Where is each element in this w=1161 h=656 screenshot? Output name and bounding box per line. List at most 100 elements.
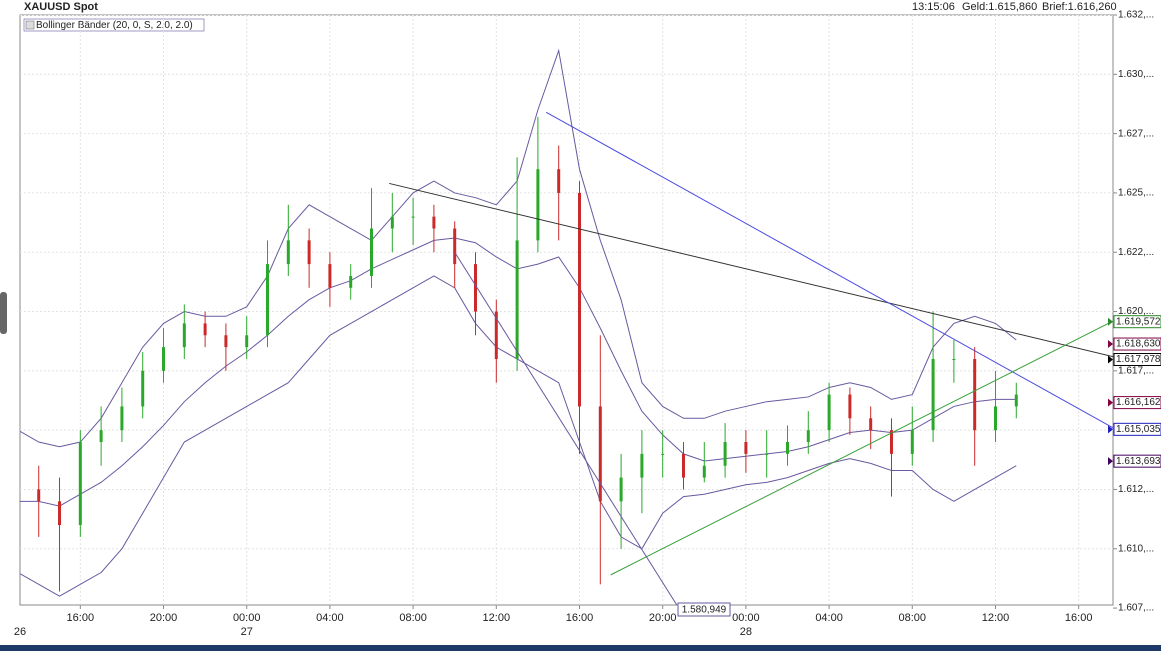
y-tick-label: 1.627,... <box>1118 128 1154 139</box>
price-marker-arrow <box>1108 355 1113 364</box>
trend-line <box>545 111 1113 429</box>
bar-body <box>993 406 997 431</box>
x-tick-label: 00:00 <box>732 612 760 624</box>
bar-body <box>577 192 581 407</box>
x-tick-label: 12:00 <box>982 612 1010 624</box>
bar-body <box>224 335 228 348</box>
bar-body <box>557 169 561 193</box>
date-label: 28 <box>740 626 752 638</box>
bar-body <box>889 430 893 454</box>
bar-body <box>494 311 498 359</box>
y-tick-label: 1.622,... <box>1118 247 1154 258</box>
date-label: 27 <box>241 626 253 638</box>
trend-line <box>389 182 1113 358</box>
bar-body <box>910 430 914 454</box>
x-tick-label: 16:00 <box>1065 612 1093 624</box>
price-marker-label: 1.616,162 <box>1116 397 1161 408</box>
bar-body <box>765 453 769 455</box>
price-marker <box>1113 422 1161 436</box>
trend-label: 1.580,949 <box>682 605 727 616</box>
clock: 13:15:06 <box>912 1 955 13</box>
side-handle[interactable] <box>0 292 7 334</box>
price-marker-arrow <box>1108 457 1113 466</box>
x-tick-label: 00:00 <box>233 612 261 624</box>
y-tick-label: 1.632,... <box>1118 10 1154 21</box>
indicator-close[interactable] <box>25 20 35 30</box>
bar-body <box>266 264 270 336</box>
bar-body <box>432 216 436 229</box>
bar-body <box>848 394 852 419</box>
plot-layer <box>20 15 1113 605</box>
price-marker-arrow <box>1108 425 1113 434</box>
bar-body <box>536 169 540 241</box>
bar-body <box>328 264 332 288</box>
bar-body <box>661 453 665 455</box>
price-marker-arrow <box>1108 317 1113 326</box>
bar-body <box>286 240 290 265</box>
bar-body <box>411 216 415 218</box>
bid-price: Geld:1.615,860 <box>962 1 1037 13</box>
indicator-box[interactable] <box>23 18 205 32</box>
scroll-bar[interactable] <box>0 645 1161 651</box>
x-tick-label: 08:00 <box>899 612 927 624</box>
bar-body <box>120 406 124 431</box>
bar-body <box>349 275 353 288</box>
bar-body <box>307 240 311 265</box>
y-tick-label: 1.630,... <box>1118 69 1154 80</box>
bar-body <box>58 501 62 526</box>
price-marker-label: 1.619,572 <box>1116 316 1161 327</box>
bar-body <box>723 442 727 466</box>
price-marker <box>1113 353 1161 367</box>
plot-frame <box>19 14 1114 606</box>
x-tick-label: 04:00 <box>316 612 344 624</box>
bar-body <box>78 442 82 526</box>
bar-body <box>640 453 644 478</box>
bar-body <box>744 442 748 454</box>
trend-line <box>610 320 1113 576</box>
bar-body <box>453 228 457 265</box>
bar-body <box>245 335 249 348</box>
bar-body <box>827 394 831 431</box>
y-tick-label: 1.617,... <box>1118 365 1154 376</box>
bar-body <box>973 358 977 431</box>
price-marker <box>1113 396 1161 410</box>
bar-body <box>681 453 685 478</box>
trend-line <box>454 251 678 605</box>
bar-body <box>515 240 519 359</box>
price-marker <box>1113 454 1161 468</box>
bar-body <box>785 442 789 454</box>
price-marker <box>1113 337 1161 351</box>
y-tick-label: 1.610,... <box>1118 543 1154 554</box>
price-marker-label: 1.617,978 <box>1116 354 1161 365</box>
price-marker-arrow <box>1108 340 1113 349</box>
bar-body <box>37 489 41 502</box>
y-tick-label: 1.607,... <box>1118 603 1154 614</box>
chart-title: XAUUSD Spot <box>24 1 98 13</box>
bar-body <box>806 430 810 443</box>
price-marker-label: 1.615,035 <box>1116 424 1161 435</box>
bar-body <box>474 264 478 312</box>
y-tick-label: 1.620,... <box>1118 306 1154 317</box>
ask-price: Brief:1.616,260 <box>1042 1 1117 13</box>
y-tick-label: 1.625,... <box>1118 188 1154 199</box>
price-marker-arrow <box>1108 398 1113 407</box>
bar-body <box>141 370 145 407</box>
x-tick-label: 20:00 <box>150 612 178 624</box>
x-tick-label: 12:00 <box>483 612 511 624</box>
x-tick-label: 20:00 <box>649 612 677 624</box>
x-tick-label: 04:00 <box>815 612 843 624</box>
price-marker <box>1113 315 1161 329</box>
bar-body <box>619 477 623 502</box>
bar-body <box>99 430 103 443</box>
bar-body <box>869 418 873 431</box>
bar-body <box>702 465 706 478</box>
bar-body <box>931 358 935 431</box>
bar-body <box>952 358 956 360</box>
bar-body <box>162 347 166 371</box>
bar-body <box>1014 394 1018 407</box>
x-tick-label: 16:00 <box>566 612 594 624</box>
price-marker-label: 1.618,630 <box>1116 339 1161 350</box>
y-tick-label: 1.612,... <box>1118 484 1154 495</box>
